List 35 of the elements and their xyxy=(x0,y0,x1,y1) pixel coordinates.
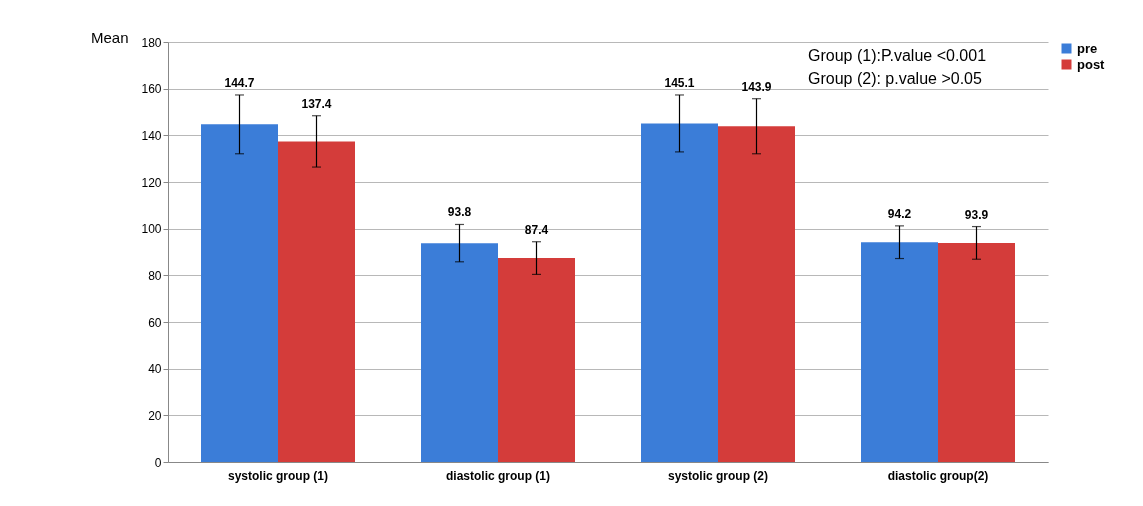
y-tick-label: 20 xyxy=(148,408,162,423)
data-label: 143.9 xyxy=(741,79,772,94)
data-label: 93.9 xyxy=(964,207,989,222)
annotation: Group (1):P.value <0.001 xyxy=(808,47,987,64)
data-label: 137.4 xyxy=(301,96,332,111)
x-tick-label: diastolic group(2) xyxy=(887,468,989,483)
x-tick-label: diastolic group (1) xyxy=(445,468,551,483)
y-tick-label: 180 xyxy=(141,35,162,50)
y-tick-label: 40 xyxy=(148,362,162,377)
y-tick-label: 160 xyxy=(141,82,162,97)
y-tick-label: 0 xyxy=(154,455,162,470)
data-label: 145.1 xyxy=(664,75,695,90)
bar xyxy=(938,242,1015,462)
y-tick-label: 140 xyxy=(141,128,162,143)
y-tick-label: 80 xyxy=(148,268,162,283)
y-axis-title: Mean xyxy=(90,28,129,46)
bar xyxy=(861,242,938,462)
annotation: Group (2): p.value >0.05 xyxy=(808,70,982,87)
bar xyxy=(278,141,355,462)
bar xyxy=(498,258,575,462)
y-tick-label: 120 xyxy=(141,175,162,190)
data-label: 94.2 xyxy=(887,206,912,221)
bar xyxy=(201,124,278,462)
x-tick-label: systolic group (1) xyxy=(227,468,329,483)
x-tick-label: systolic group (2) xyxy=(667,468,769,483)
bar xyxy=(641,123,718,462)
y-tick-label: 60 xyxy=(148,315,162,330)
bar xyxy=(421,243,498,462)
data-label: 144.7 xyxy=(224,75,255,90)
data-label: 87.4 xyxy=(524,222,549,237)
legend-label: post xyxy=(1077,56,1106,72)
data-label: 93.8 xyxy=(447,205,472,220)
y-tick-label: 100 xyxy=(141,222,162,237)
bar xyxy=(718,126,795,462)
legend-label: pre xyxy=(1077,40,1098,56)
